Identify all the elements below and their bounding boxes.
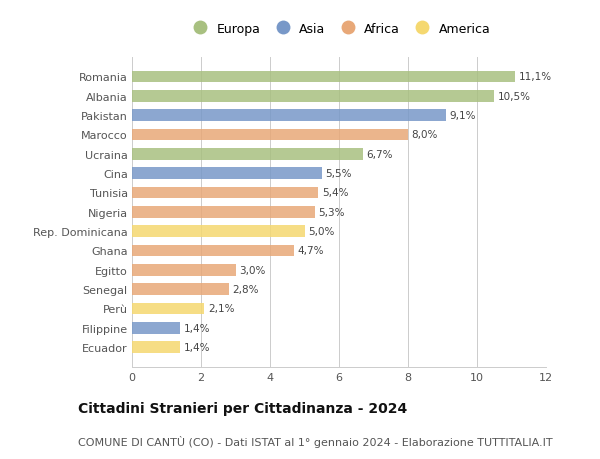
Text: COMUNE DI CANTÙ (CO) - Dati ISTAT al 1° gennaio 2024 - Elaborazione TUTTITALIA.I: COMUNE DI CANTÙ (CO) - Dati ISTAT al 1° …	[78, 436, 553, 448]
Text: 5,5%: 5,5%	[325, 169, 352, 179]
Text: 6,7%: 6,7%	[367, 150, 393, 159]
Bar	[132, 322, 181, 334]
Bar	[132, 129, 408, 141]
Text: Cittadini Stranieri per Cittadinanza - 2024: Cittadini Stranieri per Cittadinanza - 2…	[78, 402, 407, 415]
Text: 10,5%: 10,5%	[498, 91, 531, 101]
Bar	[132, 264, 235, 276]
Text: 4,7%: 4,7%	[298, 246, 324, 256]
Text: 1,4%: 1,4%	[184, 323, 210, 333]
Bar	[132, 110, 446, 122]
Text: 5,3%: 5,3%	[318, 207, 345, 217]
Text: 2,1%: 2,1%	[208, 304, 235, 314]
Bar	[132, 303, 205, 314]
Bar	[132, 245, 294, 257]
Text: 8,0%: 8,0%	[412, 130, 438, 140]
Text: 2,8%: 2,8%	[232, 285, 259, 294]
Bar	[132, 341, 181, 353]
Text: 3,0%: 3,0%	[239, 265, 265, 275]
Bar	[132, 91, 494, 102]
Legend: Europa, Asia, Africa, America: Europa, Asia, Africa, America	[185, 20, 493, 38]
Bar	[132, 168, 322, 179]
Text: 5,0%: 5,0%	[308, 227, 334, 236]
Text: 9,1%: 9,1%	[449, 111, 476, 121]
Bar	[132, 187, 319, 199]
Text: 11,1%: 11,1%	[518, 72, 551, 82]
Bar	[132, 226, 305, 237]
Bar	[132, 72, 515, 83]
Text: 5,4%: 5,4%	[322, 188, 348, 198]
Bar	[132, 284, 229, 295]
Text: 1,4%: 1,4%	[184, 342, 210, 353]
Bar	[132, 149, 363, 160]
Bar	[132, 207, 315, 218]
